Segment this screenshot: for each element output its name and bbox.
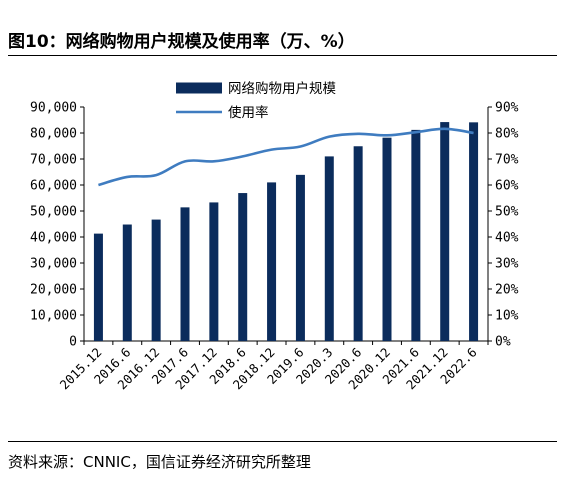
line-series [98, 127, 474, 187]
bar [238, 193, 248, 341]
y-right-tick-label: 20% [495, 283, 519, 298]
bar [382, 137, 392, 341]
bottom-rule [8, 441, 557, 442]
y-right-tick-label: 50% [495, 205, 519, 220]
legend-label: 网络购物用户规模 [228, 80, 336, 97]
bar-series [93, 122, 479, 341]
figure-title: 图10：网络购物用户规模及使用率（万、%） [8, 32, 355, 52]
y-right-tick-label: 60% [495, 179, 519, 194]
y-right-tick-label: 10% [495, 309, 519, 324]
legend-swatch-bar [176, 82, 222, 94]
bar [411, 129, 421, 341]
bar [440, 122, 450, 341]
x-tick-label: 2015.12 [57, 345, 105, 393]
bar [295, 174, 305, 341]
source-note: 资料来源：CNNIC，国信证券经济研究所整理 [8, 453, 311, 471]
y-left-tick-label: 80,000 [30, 127, 77, 142]
bar [353, 146, 363, 341]
bar [209, 202, 219, 341]
bar [469, 122, 479, 341]
y-right-tick-label: 70% [495, 153, 519, 168]
y-left-tick-label: 90,000 [30, 101, 77, 116]
axes [80, 106, 492, 345]
y-right-tick-label: 0% [495, 335, 511, 350]
y-right-tick-label: 90% [495, 101, 519, 116]
bar [93, 233, 103, 341]
y-left-tick-label: 40,000 [30, 231, 77, 246]
bar [324, 156, 334, 341]
y-left-tick-label: 0 [69, 335, 77, 350]
bar [151, 219, 161, 341]
y-left-tick-label: 70,000 [30, 153, 77, 168]
y-left-tick-label: 20,000 [30, 283, 77, 298]
bar [267, 182, 277, 341]
y-left-tick-label: 30,000 [30, 257, 77, 272]
y-right-tick-label: 30% [495, 257, 519, 272]
usage-rate-line [98, 127, 474, 187]
y-left-tick-label: 50,000 [30, 205, 77, 220]
y-left-tick-label: 10,000 [30, 309, 77, 324]
bar [180, 207, 190, 341]
legend-label: 使用率 [228, 104, 269, 121]
y-right-tick-label: 40% [495, 231, 519, 246]
y-right-tick-label: 80% [495, 127, 519, 142]
top-rule [8, 55, 557, 56]
y-left-tick-label: 60,000 [30, 179, 77, 194]
bar [122, 224, 132, 341]
